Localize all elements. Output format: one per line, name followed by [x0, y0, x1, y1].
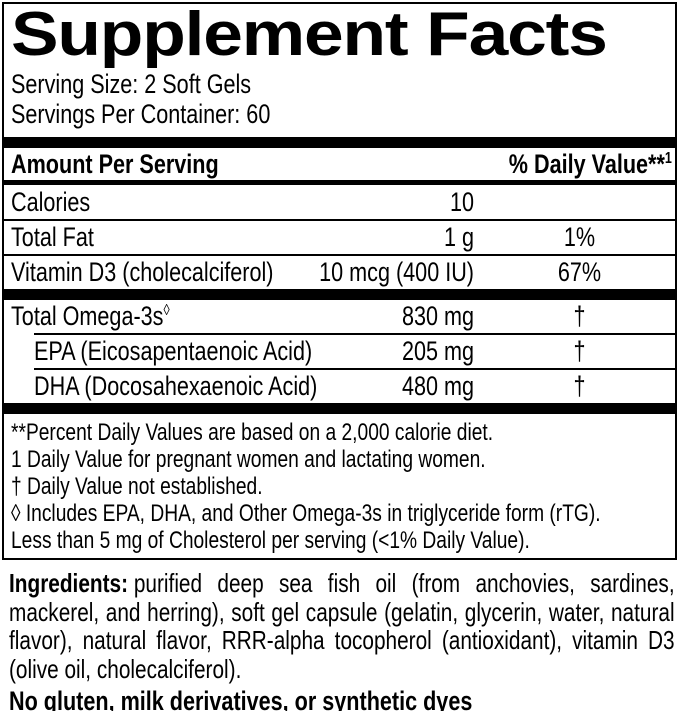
servings-per-container-line: Servings Per Container: 60 — [11, 99, 271, 129]
divider-thick-bottom — [4, 403, 675, 414]
table-row-dha: DHA (Docosahexaenoic Acid) 480 mg † — [4, 370, 675, 403]
table-row-total-fat: Total Fat 1 g 1% — [4, 221, 675, 254]
row-dv: † — [573, 301, 586, 331]
row-name: Calories — [11, 187, 91, 217]
ingredients-paragraph: Ingredients: purified deep sea fish oil (… — [9, 569, 675, 683]
ingredients-text: purified deep sea fish oil (from anchovi… — [9, 568, 675, 684]
row-name: DHA (Docosahexaenoic Acid) — [34, 371, 318, 401]
row-dv: † — [573, 371, 586, 401]
footnote-cholesterol: Less than 5 mg of Cholesterol per servin… — [11, 527, 530, 554]
row-dv: 67% — [557, 257, 602, 287]
divider-medium-header — [4, 180, 675, 185]
allergen-statement: No gluten, milk derivatives, or syntheti… — [9, 686, 473, 711]
footnote-lozenge: ◊ Includes EPA, DHA, and Other Omega-3s … — [11, 500, 601, 527]
row-amount: 830 mg — [401, 301, 474, 331]
row-name: Vitamin D3 (cholecalciferol) — [11, 257, 274, 287]
row-dv: 1% — [563, 222, 596, 252]
table-row-epa: EPA (Eicosapentaenoic Acid) 205 mg † — [4, 335, 675, 368]
lozenge-footnote-marker: ◊ — [163, 302, 170, 319]
row-name: EPA (Eicosapentaenoic Acid) — [34, 336, 313, 366]
row-amount: 205 mg — [401, 336, 474, 366]
table-row-total-omega3s: Total Omega-3s◊ 830 mg † — [4, 300, 675, 333]
divider-thin-indented — [34, 333, 675, 335]
serving-size-line: Serving Size: 2 Soft Gels — [11, 69, 252, 99]
daily-value-header: % Daily Value**1 — [508, 149, 672, 179]
row-name: Total Omega-3s◊ — [11, 301, 170, 331]
footnote-percent-dv: **Percent Daily Values are based on a 2,… — [11, 419, 494, 446]
footnotes-block: **Percent Daily Values are based on a 2,… — [11, 419, 675, 558]
divider-thick-top — [4, 137, 675, 148]
table-row-vitamin-d3: Vitamin D3 (cholecalciferol) 10 mcg (400… — [4, 256, 675, 289]
row-amount: 10 — [449, 187, 474, 217]
panel-title: Supplement Facts — [11, 0, 675, 69]
daily-value-footnote-marker: 1 — [665, 150, 672, 167]
row-amount: 480 mg — [401, 371, 474, 401]
divider-thin — [4, 219, 675, 221]
row-amount: 10 mcg (400 IU) — [319, 257, 474, 287]
footnote-pregnant-dv: 1 Daily Value for pregnant women and lac… — [11, 446, 486, 473]
table-row-calories: Calories 10 — [4, 185, 675, 219]
row-name: Total Fat — [11, 222, 94, 252]
divider-thin — [4, 254, 675, 256]
divider-thin-indented — [34, 368, 675, 370]
divider-thick-middle — [4, 289, 675, 300]
ingredients-label: Ingredients: — [9, 568, 129, 598]
row-dv: † — [573, 336, 586, 366]
footnote-dagger: † Daily Value not established. — [11, 473, 263, 500]
amount-per-serving-header: Amount Per Serving — [11, 149, 219, 179]
supplement-facts-panel: Supplement Facts Serving Size: 2 Soft Ge… — [2, 2, 677, 560]
panel-title-text: Supplement Facts — [11, 0, 608, 69]
table-header-row: Amount Per Serving % Daily Value**1 — [4, 148, 675, 180]
row-amount: 1 g — [443, 222, 474, 252]
